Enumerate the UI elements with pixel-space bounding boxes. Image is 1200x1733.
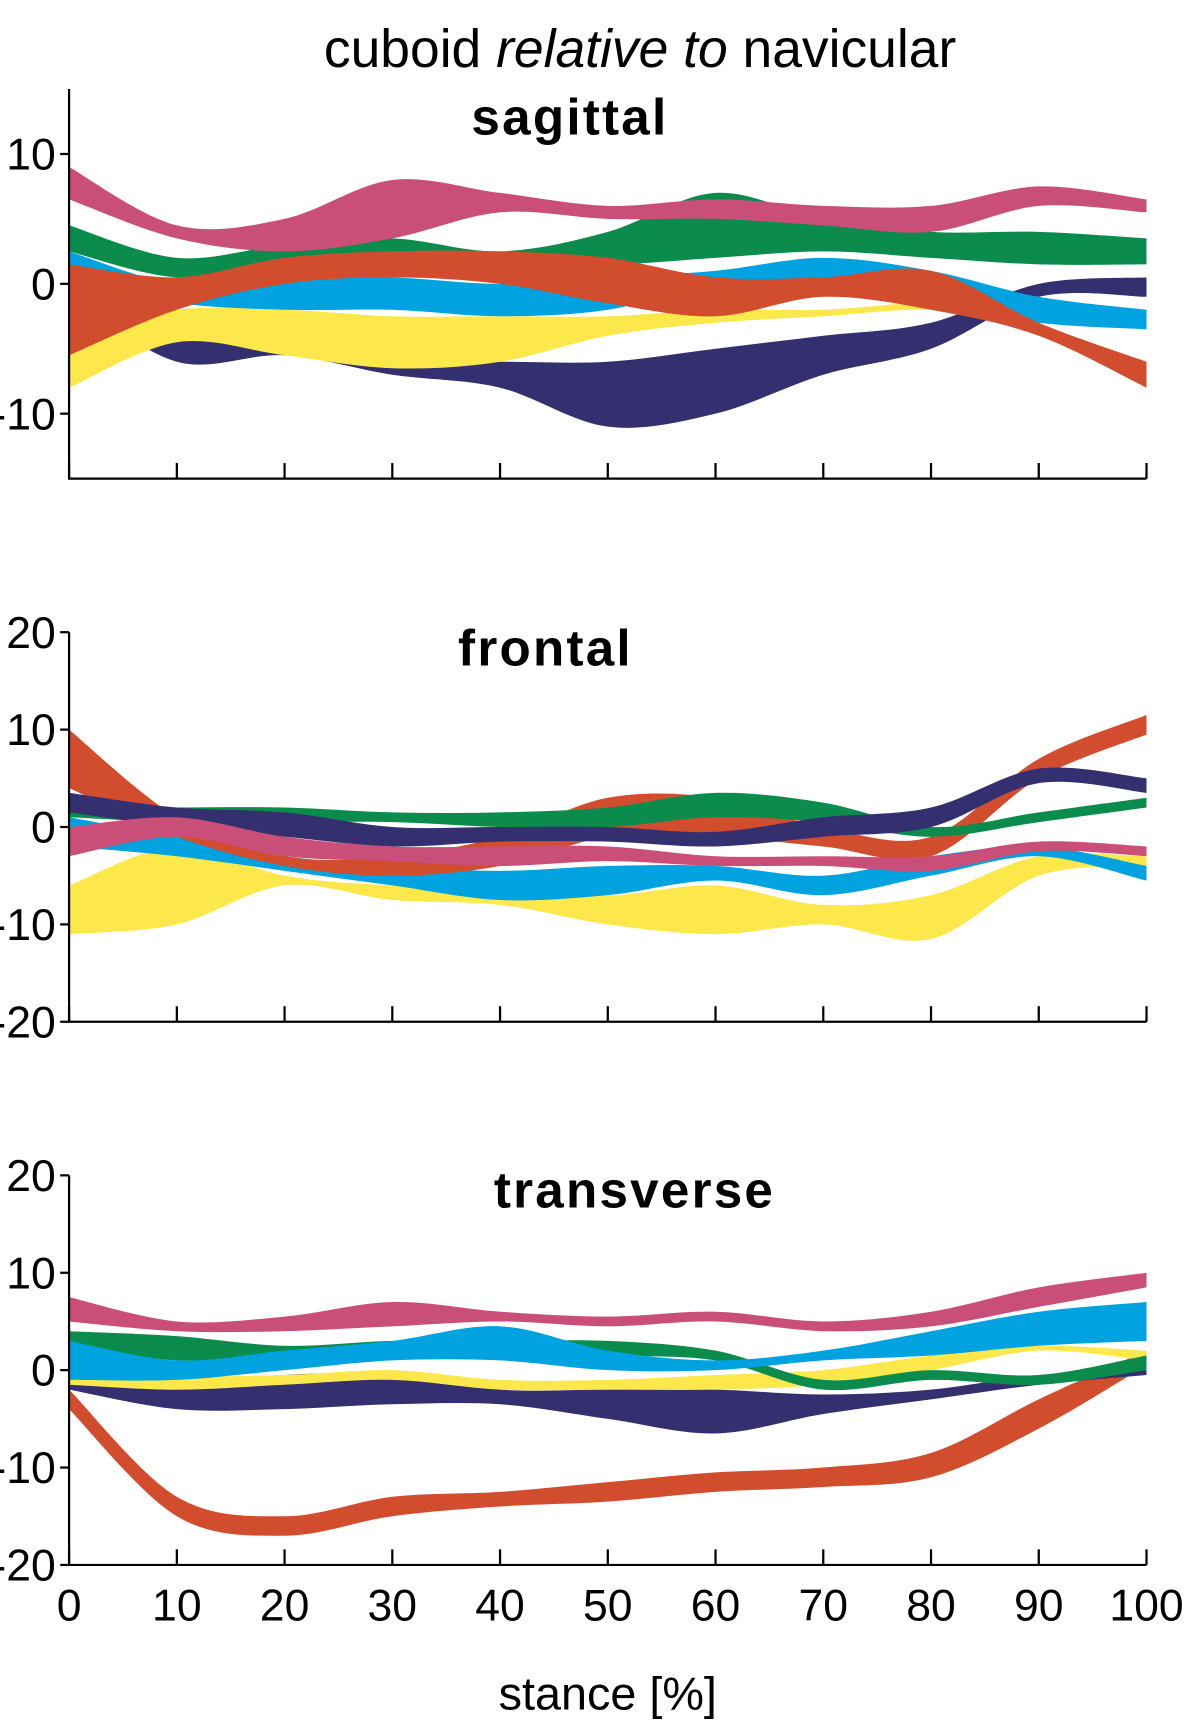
band xyxy=(69,1331,1147,1391)
x-tick-label: 60 xyxy=(691,1582,741,1631)
x-tick-label: 40 xyxy=(475,1582,525,1631)
band xyxy=(69,166,1147,252)
y-tick-label: -20 xyxy=(0,998,56,1047)
x-tick-label: 100 xyxy=(1109,1582,1183,1631)
y-tick-label: 10 xyxy=(6,131,56,180)
x-tick-label: 80 xyxy=(906,1582,956,1631)
x-tick-label: 10 xyxy=(152,1582,202,1631)
x-tick-label: 20 xyxy=(260,1582,310,1631)
band xyxy=(69,250,1147,388)
y-tick-label: 20 xyxy=(6,1152,56,1201)
panel-title: transverse xyxy=(494,1162,775,1219)
title-part: navicular xyxy=(743,20,957,79)
x-tick-label: 0 xyxy=(57,1582,82,1631)
figure-title: cuboid relative to navicular xyxy=(324,20,956,79)
y-tick-label: 20 xyxy=(6,609,56,658)
y-tick-label: -20 xyxy=(0,1542,56,1591)
title-part: cuboid xyxy=(324,20,481,79)
y-tick-label: 10 xyxy=(6,1249,56,1298)
title-part: relative to xyxy=(496,20,728,79)
x-tick-label: 90 xyxy=(1014,1582,1064,1631)
y-tick-label: -10 xyxy=(0,390,56,439)
band xyxy=(69,1350,1147,1536)
y-tick-label: -10 xyxy=(0,1444,56,1493)
band xyxy=(69,303,1147,388)
band xyxy=(69,1272,1147,1333)
y-tick-label: -10 xyxy=(0,901,56,950)
band xyxy=(69,1345,1147,1391)
x-axis-label: stance [%] xyxy=(499,1668,717,1720)
y-tick-label: 0 xyxy=(31,260,56,309)
band xyxy=(69,846,1147,941)
x-tick-label: 50 xyxy=(583,1582,633,1631)
x-tick-label: 30 xyxy=(368,1582,418,1631)
band xyxy=(69,1301,1147,1381)
y-tick-label: 10 xyxy=(6,706,56,755)
band xyxy=(69,817,1147,901)
band xyxy=(69,817,1147,872)
panel-title: frontal xyxy=(458,620,633,677)
y-tick-label: 0 xyxy=(31,1347,56,1396)
band xyxy=(69,767,1147,847)
band xyxy=(69,1370,1147,1434)
panel-title: sagittal xyxy=(471,89,668,146)
y-tick-label: 0 xyxy=(31,804,56,853)
x-tick-label: 70 xyxy=(799,1582,849,1631)
